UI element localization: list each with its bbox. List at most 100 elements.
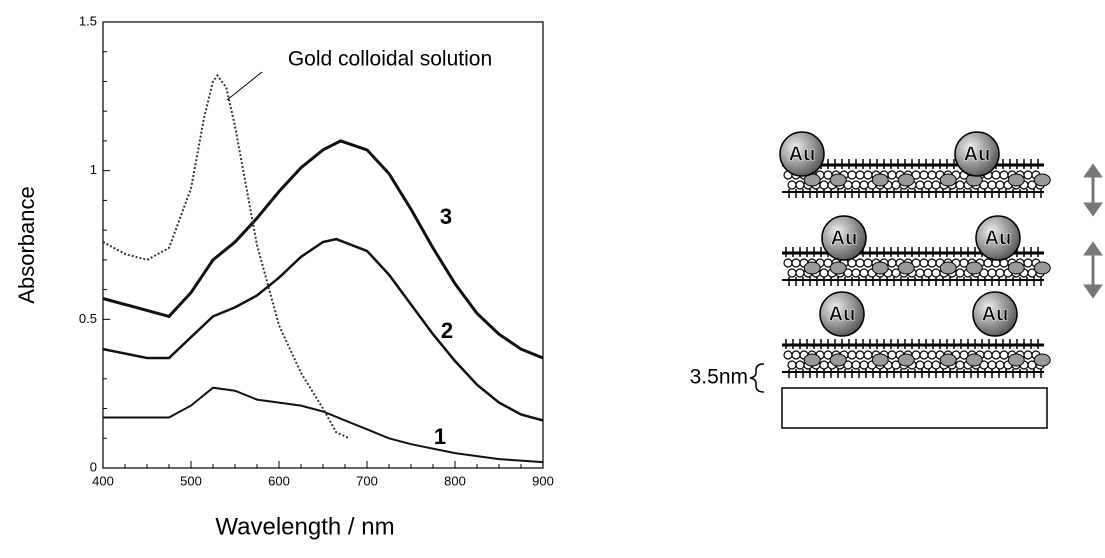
y-tick-label: 1 xyxy=(90,162,97,177)
bead xyxy=(995,360,1005,370)
gold-particle xyxy=(819,291,865,337)
bead xyxy=(915,268,925,278)
dye xyxy=(965,261,983,275)
bead xyxy=(851,360,861,370)
y-tick-label: 1.5 xyxy=(79,13,97,28)
bead xyxy=(855,170,865,180)
bead xyxy=(927,350,937,360)
particle-label: Au xyxy=(964,143,991,165)
layers xyxy=(782,159,1051,378)
plot-frame xyxy=(102,21,544,469)
bead xyxy=(923,180,933,190)
x-axis-label: Wavelength / nm xyxy=(215,513,394,540)
dye xyxy=(1033,353,1051,367)
x-tick-label: 800 xyxy=(444,473,466,488)
bead xyxy=(787,268,797,278)
bead xyxy=(783,258,793,268)
series-label: 2 xyxy=(441,318,453,343)
series-label: 1 xyxy=(434,424,446,449)
bead xyxy=(859,180,869,190)
x-tick-label: 700 xyxy=(356,473,378,488)
bead xyxy=(887,170,897,180)
dye xyxy=(1007,173,1025,187)
particle-label: Au xyxy=(985,227,1012,249)
bead xyxy=(955,180,965,190)
bead xyxy=(987,180,997,190)
bead xyxy=(983,258,993,268)
dye xyxy=(939,353,957,367)
dye xyxy=(1033,261,1051,275)
bead xyxy=(991,170,1001,180)
bead xyxy=(819,360,829,370)
bead xyxy=(863,258,873,268)
bead xyxy=(787,180,797,190)
dye xyxy=(871,261,889,275)
bead xyxy=(887,258,897,268)
particle-label: Au xyxy=(831,227,858,249)
bead xyxy=(855,258,865,268)
bead xyxy=(783,350,793,360)
brace xyxy=(749,363,765,393)
dye xyxy=(897,261,915,275)
line-series xyxy=(102,73,350,440)
bead xyxy=(787,360,797,370)
bead xyxy=(995,180,1005,190)
series-label: 3 xyxy=(440,204,452,229)
dye xyxy=(939,173,957,187)
bead xyxy=(859,268,869,278)
bead xyxy=(1023,350,1033,360)
x-tick-label: 500 xyxy=(180,473,202,488)
bead xyxy=(847,170,857,180)
bead xyxy=(915,180,925,190)
arrows xyxy=(1083,163,1103,299)
x-tick-label: 900 xyxy=(532,473,554,488)
gold-particle xyxy=(972,291,1018,337)
bead xyxy=(919,350,929,360)
dye xyxy=(939,261,957,275)
substrate xyxy=(781,387,1048,429)
dye xyxy=(871,353,889,367)
particle-label: Au xyxy=(789,143,816,165)
bead xyxy=(931,360,941,370)
bead xyxy=(923,268,933,278)
dye xyxy=(829,261,847,275)
bead xyxy=(915,360,925,370)
gold-particle xyxy=(779,131,825,177)
bead xyxy=(931,268,941,278)
bead xyxy=(991,350,1001,360)
y-tick-label: 0 xyxy=(90,459,97,474)
bead xyxy=(859,360,869,370)
bead xyxy=(819,268,829,278)
x-tick-label: 600 xyxy=(268,473,290,488)
particle-label: Au xyxy=(829,303,856,325)
dye xyxy=(1007,353,1025,367)
bead xyxy=(795,180,805,190)
bead xyxy=(927,258,937,268)
gold-particle xyxy=(821,215,867,261)
dye xyxy=(803,353,821,367)
bead xyxy=(923,360,933,370)
bead xyxy=(847,350,857,360)
dye xyxy=(1007,261,1025,275)
line-series xyxy=(103,386,544,464)
bead xyxy=(851,268,861,278)
bead xyxy=(999,170,1009,180)
particle-label: Au xyxy=(982,303,1009,325)
dye xyxy=(965,353,983,367)
bead xyxy=(919,258,929,268)
bead xyxy=(887,350,897,360)
leader-line xyxy=(226,71,263,101)
dye xyxy=(803,261,821,275)
dye xyxy=(1033,173,1051,187)
dye xyxy=(897,173,915,187)
bead xyxy=(983,350,993,360)
series-annotation: Gold colloidal solution xyxy=(288,48,492,71)
bead xyxy=(927,170,937,180)
bead xyxy=(955,268,965,278)
bead xyxy=(795,268,805,278)
bead xyxy=(863,170,873,180)
y-axis-label: Absorbance xyxy=(14,186,39,303)
bead xyxy=(855,350,865,360)
bead xyxy=(955,360,965,370)
line-series xyxy=(102,139,544,360)
